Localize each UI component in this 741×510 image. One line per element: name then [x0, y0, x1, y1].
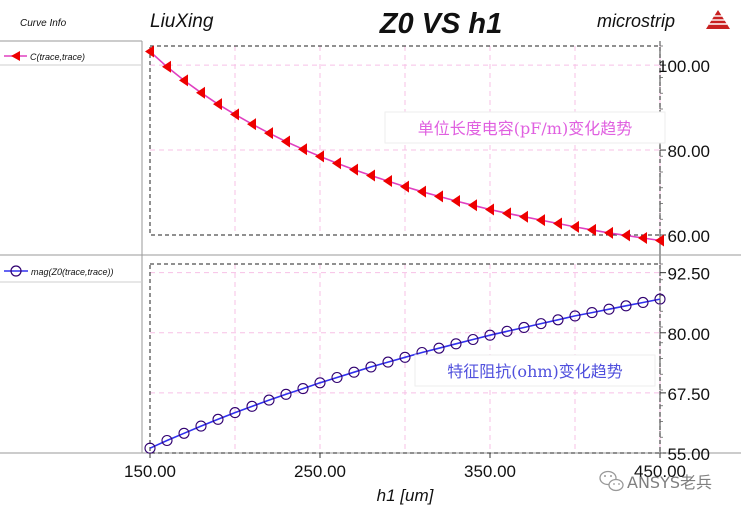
data-point-marker	[586, 307, 598, 319]
data-point-marker	[434, 190, 443, 203]
data-point-marker	[570, 220, 579, 233]
legend-entry-impedance[interactable]: mag(Z0(trace,trace))	[4, 265, 114, 277]
annotation-box	[414, 354, 656, 387]
annotation-box	[384, 111, 666, 144]
circle-marker-icon	[10, 265, 22, 277]
data-point-marker	[519, 210, 528, 223]
data-point-marker	[246, 400, 258, 412]
x-tick-label: 250.00	[294, 462, 346, 481]
data-point-marker	[195, 420, 207, 432]
data-point-marker	[314, 377, 326, 389]
legend-entry-capacitance[interactable]: C(trace,trace)	[4, 51, 85, 62]
data-point-marker	[485, 203, 494, 216]
y-tick-label: 92.50	[667, 265, 710, 284]
data-point-marker	[417, 185, 426, 198]
x-axis-label: h1 [um]	[377, 486, 435, 505]
y-tick-label: 60.00	[667, 227, 710, 246]
triangle-marker-icon	[11, 51, 20, 61]
legend-label-impedance: mag(Z0(trace,trace))	[31, 267, 114, 277]
header-bar	[0, 0, 741, 40]
data-point-marker	[229, 407, 241, 419]
data-point-marker	[502, 207, 511, 220]
data-point-marker	[212, 413, 224, 425]
data-point-marker	[400, 180, 409, 193]
data-point-marker	[501, 325, 513, 337]
data-point-marker	[552, 314, 564, 326]
y-tick-label: 55.00	[667, 445, 710, 464]
right-header-label: microstrip	[597, 11, 675, 31]
data-point-marker	[263, 394, 275, 406]
data-point-marker	[518, 321, 530, 334]
data-point-marker	[451, 195, 460, 208]
data-point-marker	[553, 217, 562, 230]
data-point-marker	[655, 234, 664, 247]
data-point-marker	[298, 143, 307, 156]
data-point-marker	[468, 199, 477, 212]
data-point-marker	[467, 333, 479, 346]
data-point-marker	[349, 163, 358, 176]
y-tick-label: 100.00	[658, 57, 710, 76]
data-point-marker	[654, 293, 666, 305]
impedance-panel: 92.50 80.00 67.50 55.00 特征阻抗(ohm)变化趋势	[144, 263, 710, 464]
data-point-marker	[213, 98, 222, 111]
data-point-marker	[315, 150, 324, 163]
legend-label-capacitance: C(trace,trace)	[30, 52, 85, 62]
data-point-marker	[247, 118, 256, 131]
data-point-marker	[230, 108, 239, 121]
x-tick-label: 150.00	[124, 462, 176, 481]
data-point-marker	[383, 175, 392, 188]
data-point-marker	[365, 361, 377, 373]
x-axis: 150.00 250.00 350.00 450.00	[124, 453, 686, 481]
data-point-marker	[264, 127, 273, 140]
legend-panel	[0, 40, 143, 454]
data-point-marker	[399, 351, 411, 363]
left-header-label: LiuXing	[150, 11, 214, 32]
data-point-marker	[484, 329, 496, 341]
data-point-marker	[366, 169, 375, 182]
capacitance-panel: 100.00 80.00 60.00 单位长度电容(pF/m)变化趋势	[145, 45, 710, 247]
data-point-marker	[587, 223, 596, 236]
data-point-marker	[535, 318, 547, 330]
data-point-marker	[297, 383, 309, 395]
y-tick-label: 80.00	[667, 325, 710, 344]
data-point-marker	[382, 356, 394, 368]
x-tick-label: 450.00	[634, 462, 686, 481]
annotation-text-impedance: 特征阻抗(ohm)变化趋势	[447, 362, 623, 381]
y-tick-label: 80.00	[667, 142, 710, 161]
data-point-marker	[638, 231, 647, 244]
series-line-impedance	[149, 298, 661, 449]
ansys-triangle-logo-icon	[706, 10, 730, 29]
x-tick-label: 350.00	[464, 462, 516, 481]
legend-heading: Curve Info	[20, 18, 67, 29]
data-point-marker	[332, 157, 341, 170]
data-point-marker	[604, 226, 613, 239]
watermark: ANSYS老兵	[599, 470, 712, 492]
y-tick-label: 67.50	[667, 385, 710, 404]
data-point-marker	[281, 135, 290, 148]
chart-title: Z0 VS h1	[379, 8, 503, 40]
data-point-marker	[178, 427, 190, 439]
data-point-marker	[280, 388, 292, 400]
data-point-marker	[621, 229, 630, 242]
data-point-marker	[536, 214, 545, 227]
data-point-marker	[569, 310, 581, 322]
data-point-marker	[637, 296, 649, 309]
data-point-marker	[179, 74, 188, 87]
data-point-marker	[161, 434, 173, 447]
data-point-marker	[450, 338, 462, 350]
annotation-text-capacitance: 单位长度电容(pF/m)变化趋势	[418, 119, 632, 138]
data-point-marker	[603, 303, 615, 315]
data-point-marker	[348, 366, 360, 378]
wechat-logo-icon	[599, 470, 624, 492]
data-point-marker	[162, 60, 171, 73]
data-point-marker	[331, 371, 343, 384]
watermark-text: ANSYS老兵	[627, 473, 712, 492]
data-point-marker	[196, 86, 205, 99]
data-point-marker	[145, 45, 154, 58]
data-point-marker	[620, 300, 632, 312]
data-point-marker	[433, 342, 445, 354]
